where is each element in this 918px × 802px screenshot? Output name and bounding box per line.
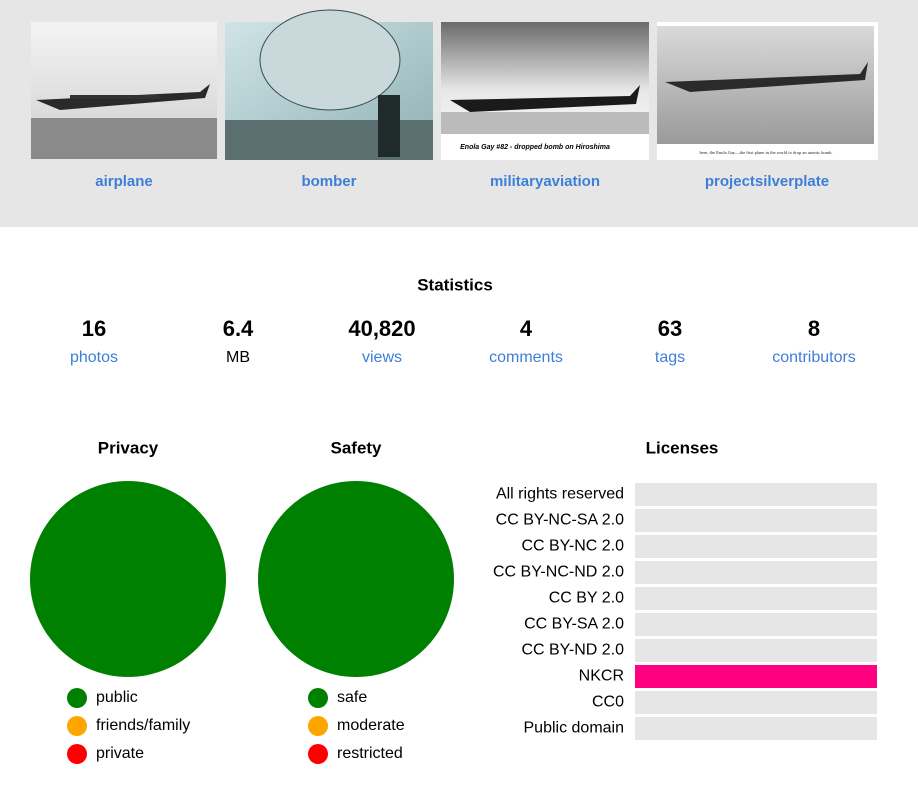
bar-track	[635, 483, 877, 506]
legend-label: restricted	[337, 745, 403, 762]
photo[interactable]: here, the Enola Gay—the first plane in t…	[657, 22, 878, 160]
legend-label: moderate	[337, 717, 405, 734]
bar-track	[635, 717, 877, 740]
pie-slice	[258, 481, 454, 677]
stat-number: 6.4	[223, 316, 254, 341]
legend-label: public	[96, 689, 138, 706]
stat-label[interactable]: views	[362, 349, 402, 366]
legend-swatch	[67, 716, 87, 736]
bar-track	[635, 535, 877, 558]
stat-number: 4	[520, 316, 533, 341]
license-label: Public domain	[524, 720, 625, 737]
license-label: CC BY-SA 2.0	[524, 616, 624, 633]
stat-number: 8	[808, 316, 820, 341]
license-label: CC BY-NC-SA 2.0	[496, 512, 624, 529]
legend-swatch	[308, 688, 328, 708]
tag-link[interactable]: militaryaviation	[490, 173, 600, 190]
photo[interactable]	[31, 22, 217, 159]
bar	[635, 665, 877, 688]
chart-title: Privacy	[98, 438, 159, 457]
license-label: CC BY-ND 2.0	[521, 642, 624, 659]
photo[interactable]: Enola Gay #82 - dropped bomb on Hiroshim…	[441, 22, 649, 160]
pie-slice	[30, 481, 226, 677]
license-label: CC BY-NC 2.0	[521, 538, 624, 555]
tag-link[interactable]: projectsilverplate	[705, 173, 829, 190]
legend-swatch	[67, 688, 87, 708]
bar-track	[635, 509, 877, 532]
bar-track	[635, 691, 877, 714]
legend-swatch	[67, 744, 87, 764]
photo-caption: here, the Enola Gay—the first plane in t…	[699, 150, 832, 156]
license-label: All rights reserved	[496, 486, 624, 503]
photo-caption: Enola Gay #82 - dropped bomb on Hiroshim…	[460, 144, 610, 151]
chart-title: Safety	[330, 438, 382, 457]
license-label: CC BY-NC-ND 2.0	[493, 564, 624, 581]
photo[interactable]	[225, 9, 433, 160]
license-label: CC BY 2.0	[549, 590, 624, 607]
chart-title: Licenses	[646, 438, 719, 457]
stat-label[interactable]: tags	[655, 349, 685, 366]
legend-label: friends/family	[96, 717, 190, 734]
legend-swatch	[308, 716, 328, 736]
tag-link[interactable]: airplane	[95, 173, 153, 190]
stat-label[interactable]: contributors	[772, 349, 856, 366]
license-label: CC0	[592, 694, 624, 711]
bar-track	[635, 561, 877, 584]
legend-swatch	[308, 744, 328, 764]
bar-track	[635, 639, 877, 662]
stat-number: 16	[82, 316, 106, 341]
stat-number: 40,820	[348, 316, 415, 341]
bar-track	[635, 613, 877, 636]
bar-track	[635, 587, 877, 610]
stat-label[interactable]: comments	[489, 349, 563, 366]
legend-label: private	[96, 745, 144, 762]
tag-link[interactable]: bomber	[301, 173, 356, 190]
section-title: Statistics	[417, 275, 493, 294]
legend-label: safe	[337, 689, 367, 706]
stat-label: MB	[226, 349, 250, 366]
license-label: NKCR	[579, 668, 624, 685]
stat-label[interactable]: photos	[70, 349, 118, 366]
stat-number: 63	[658, 316, 682, 341]
